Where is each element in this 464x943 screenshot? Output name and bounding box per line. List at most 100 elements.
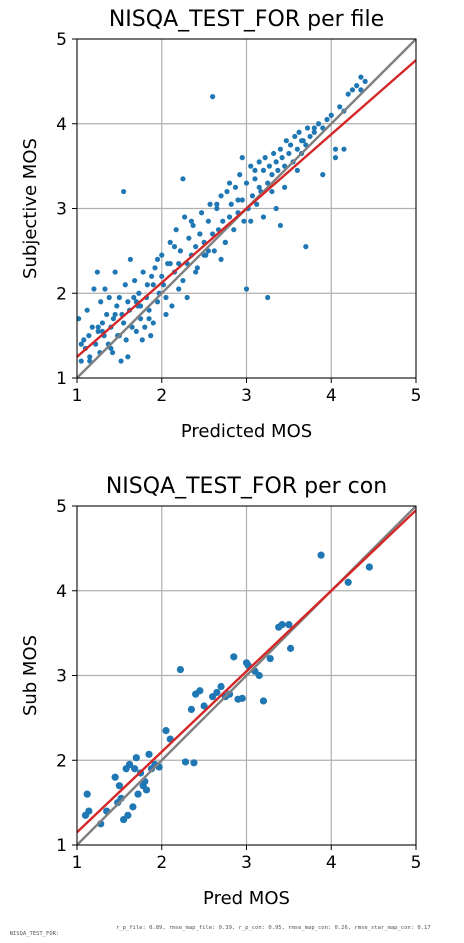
data-point (307, 133, 313, 140)
data-point (137, 303, 144, 309)
fit-line (77, 509, 416, 834)
data-point (286, 644, 295, 652)
data-point (241, 218, 247, 224)
data-point (294, 146, 300, 152)
data-point (304, 125, 311, 131)
data-point (277, 222, 283, 229)
data-point (176, 260, 182, 267)
data-point (180, 176, 186, 182)
data-point (125, 354, 131, 360)
x-axis-label: Predicted MOS (181, 421, 312, 442)
data-point (273, 159, 279, 165)
data-point (311, 125, 317, 131)
data-point (154, 256, 161, 262)
data-point (150, 282, 156, 288)
data-point (123, 337, 129, 343)
data-point (148, 273, 155, 279)
data-point (269, 188, 275, 195)
data-point (78, 358, 84, 364)
chart-panel-2: 1 2 3 4 5 1 2 3 4 5 NISQA_TEST_FOR per con Pred MOS… (20, 474, 421, 909)
x-tick-label: 1 (72, 853, 83, 873)
data-point (140, 269, 146, 275)
x-tick-label: 4 (326, 853, 337, 873)
data-point (207, 201, 213, 207)
figure: 1 2 3 4 5 1 2 3 4 5 NISQA_TEST_FOR per file Predict… (20, 7, 421, 909)
data-point (362, 78, 368, 84)
data-point (260, 214, 267, 220)
data-point (83, 790, 91, 798)
data-point (152, 265, 158, 271)
data-point (167, 239, 173, 245)
data-point (315, 121, 322, 127)
data-point (210, 231, 216, 237)
data-point (354, 83, 360, 89)
data-point (285, 621, 293, 629)
data-point (345, 91, 351, 97)
data-point (114, 303, 120, 309)
x-axis-label: Pred MOS (203, 888, 290, 909)
data-point (222, 239, 228, 245)
data-point (205, 218, 211, 224)
data-point (237, 172, 243, 178)
data-point (125, 299, 131, 305)
data-point (190, 222, 196, 229)
data-point (91, 286, 97, 292)
data-point (134, 790, 142, 798)
data-point (177, 248, 183, 254)
data-point (131, 294, 137, 301)
data-point (121, 320, 127, 326)
x-tick-label: 4 (326, 386, 337, 406)
data-point (320, 172, 326, 178)
data-point (196, 687, 204, 695)
data-point (125, 760, 134, 769)
data-point (210, 94, 216, 100)
data-point (265, 294, 271, 301)
data-point (184, 294, 190, 301)
data-point (89, 324, 95, 330)
data-point (243, 286, 250, 292)
x-tick-label: 2 (156, 853, 167, 873)
footer-dataset-label: NISQA_TEST_FOR: (9, 931, 60, 937)
data-point (277, 146, 283, 152)
data-point (162, 726, 170, 735)
y-axis-label: Subjective MOS (20, 138, 41, 279)
y-tick-label: 2 (56, 284, 67, 304)
data-point (163, 294, 169, 301)
data-point (190, 759, 198, 767)
data-point (255, 671, 263, 680)
data-point (121, 188, 127, 195)
data-point (260, 167, 267, 173)
data-point (256, 159, 262, 165)
data-point (95, 328, 101, 334)
data-point (142, 324, 148, 330)
data-point (87, 354, 93, 360)
data-point (129, 803, 137, 811)
data-point (150, 320, 156, 326)
data-point (262, 155, 268, 161)
data-point (226, 180, 233, 186)
data-point (238, 694, 246, 702)
chart-title: NISQA_TEST_FOR per con (106, 474, 387, 499)
data-point (337, 104, 343, 110)
data-point (84, 307, 90, 313)
data-point (132, 277, 138, 284)
x-tick-label: 3 (241, 386, 252, 406)
data-point (148, 333, 154, 339)
data-point (198, 210, 205, 216)
data-point (200, 702, 208, 710)
data-point (102, 286, 108, 292)
data-point (239, 155, 245, 161)
data-point (163, 311, 169, 318)
data-point (286, 150, 292, 157)
data-point (81, 811, 90, 819)
data-point (235, 197, 241, 203)
data-point (296, 129, 302, 135)
x-tick-label: 1 (72, 386, 83, 406)
metrics-footer: NISQA_TEST_FOR: r_p_file: 0.89, rmse_map… (3, 925, 431, 943)
data-point (248, 163, 254, 169)
plot-area (77, 39, 416, 378)
y-tick-label: 3 (56, 200, 67, 220)
data-point (112, 311, 118, 318)
data-point (181, 758, 190, 766)
data-point (197, 231, 203, 237)
